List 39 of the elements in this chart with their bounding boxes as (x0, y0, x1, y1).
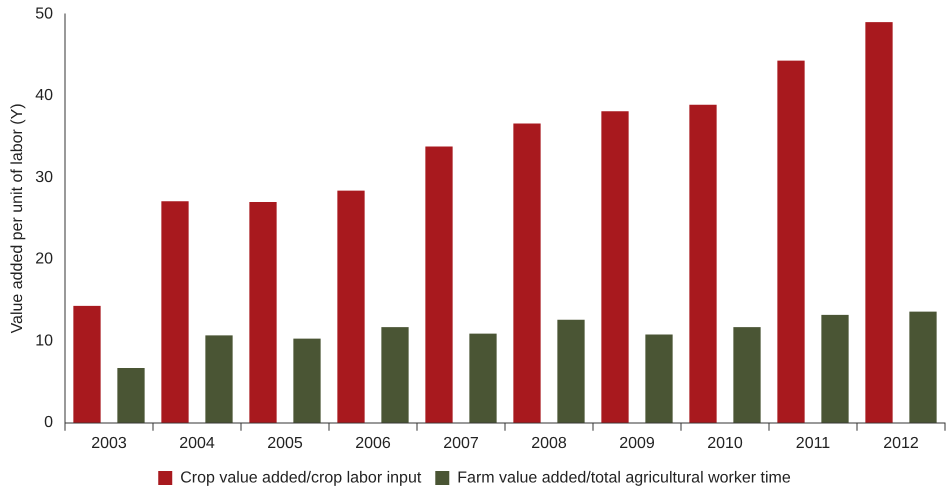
x-tick-label: 2004 (179, 434, 215, 452)
bar (73, 306, 101, 423)
bar (645, 334, 673, 423)
x-tick-label: 2012 (883, 434, 919, 452)
bar (513, 124, 541, 423)
y-tick-label: 0 (44, 414, 54, 432)
bar (689, 104, 717, 423)
bar (601, 111, 629, 423)
x-tick-label: 2006 (355, 434, 391, 452)
bar (205, 335, 233, 423)
y-tick-label: 10 (35, 332, 54, 350)
y-tick-label: 40 (35, 87, 54, 104)
bar (161, 201, 189, 423)
bar (557, 320, 585, 423)
x-tick-label: 2003 (91, 434, 127, 452)
x-tick-label: 2008 (531, 434, 567, 452)
bar (469, 334, 497, 423)
x-tick-label: 2009 (619, 434, 655, 452)
bar (777, 60, 805, 423)
bar (381, 327, 409, 423)
bar (733, 327, 761, 423)
x-tick-label: 2005 (267, 434, 303, 452)
bar (909, 312, 937, 423)
bar (821, 314, 849, 423)
legend-label: Crop value added/crop labor input (180, 469, 422, 486)
x-tick-label: 2011 (796, 434, 830, 452)
y-tick-label: 50 (35, 5, 54, 22)
bar (293, 338, 321, 423)
x-tick-label: 2007 (443, 434, 479, 452)
y-tick-label: 20 (35, 250, 54, 268)
legend-label: Farm value added/total agricultural worker time (457, 469, 791, 486)
bar (249, 202, 277, 423)
bar (425, 146, 453, 423)
x-tick-label: 2010 (707, 434, 743, 452)
bar (865, 22, 893, 423)
bar (337, 190, 365, 423)
bar (117, 368, 145, 423)
y-axis-title: Value added per unit of labor (Y) (9, 103, 26, 334)
y-tick-label: 30 (35, 168, 54, 186)
